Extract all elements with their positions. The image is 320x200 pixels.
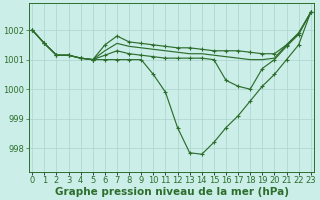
X-axis label: Graphe pression niveau de la mer (hPa): Graphe pression niveau de la mer (hPa) (54, 187, 289, 197)
